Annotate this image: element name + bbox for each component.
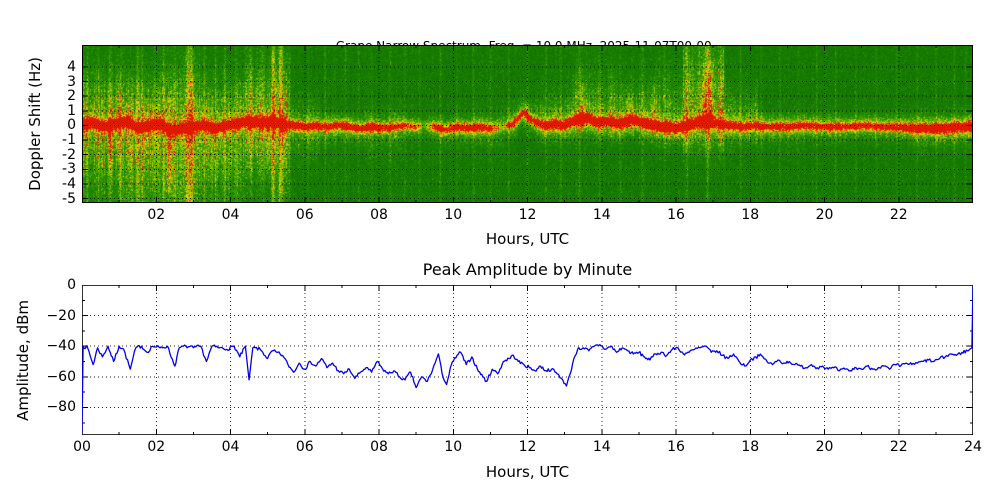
x-tick-label: 02 <box>147 207 166 223</box>
x-tick-label: 22 <box>889 207 908 223</box>
y-tick-label: 4 <box>67 58 76 75</box>
x-tick-label: 14 <box>592 207 611 223</box>
x-tick-label: 18 <box>741 439 760 455</box>
x-tick-label: 08 <box>370 439 388 455</box>
x-tick-label: 22 <box>889 439 908 455</box>
y-tick-label: -5 <box>62 190 76 207</box>
y-tick-label: 1 <box>67 102 76 119</box>
x-tick-label: 04 <box>221 207 240 223</box>
y-tick-label: 3 <box>67 73 76 90</box>
amplitude-chart-svg <box>82 285 973 435</box>
amplitude-xlabel: Hours, UTC <box>485 463 570 481</box>
amplitude-plot <box>82 285 973 435</box>
spectrogram-image <box>82 45 973 203</box>
x-tick-label: 20 <box>815 207 834 223</box>
spectrogram-grid-overlay <box>82 45 973 203</box>
x-tick-label: 06 <box>295 439 314 455</box>
x-tick-label: 18 <box>741 207 760 223</box>
x-tick-label: 10 <box>444 439 463 455</box>
spectrogram-plot <box>82 45 973 203</box>
y-tick-label: -1 <box>62 132 76 149</box>
amplitude-line <box>82 285 973 434</box>
x-tick-label: 02 <box>147 439 166 455</box>
amplitude-title: Peak Amplitude by Minute <box>422 260 633 279</box>
spectrogram-xlabel: Hours, UTC <box>485 230 570 248</box>
y-tick-label: 0 <box>67 117 76 134</box>
x-tick-label: 14 <box>592 439 611 455</box>
x-tick-label: 12 <box>518 439 537 455</box>
x-tick-label: 00 <box>73 439 91 455</box>
x-tick-label: 08 <box>370 207 388 223</box>
x-tick-label: 06 <box>295 207 314 223</box>
x-tick-label: 16 <box>667 207 685 223</box>
y-tick-label: -2 <box>62 146 76 163</box>
y-tick-label: -3 <box>62 161 76 178</box>
y-tick-label: −20 <box>46 307 76 324</box>
y-tick-label: 2 <box>67 88 76 105</box>
x-tick-label: 20 <box>815 439 834 455</box>
x-tick-label: 24 <box>964 439 982 455</box>
y-tick-label: −40 <box>46 338 76 355</box>
x-tick-label: 10 <box>444 207 463 223</box>
x-tick-label: 16 <box>667 439 685 455</box>
y-tick-label: 0 <box>67 277 76 293</box>
x-tick-label: 12 <box>518 207 537 223</box>
y-tick-label: -4 <box>62 175 76 192</box>
y-tick-label: −60 <box>46 368 76 385</box>
x-tick-label: 04 <box>221 439 240 455</box>
y-tick-label: −80 <box>46 399 76 416</box>
